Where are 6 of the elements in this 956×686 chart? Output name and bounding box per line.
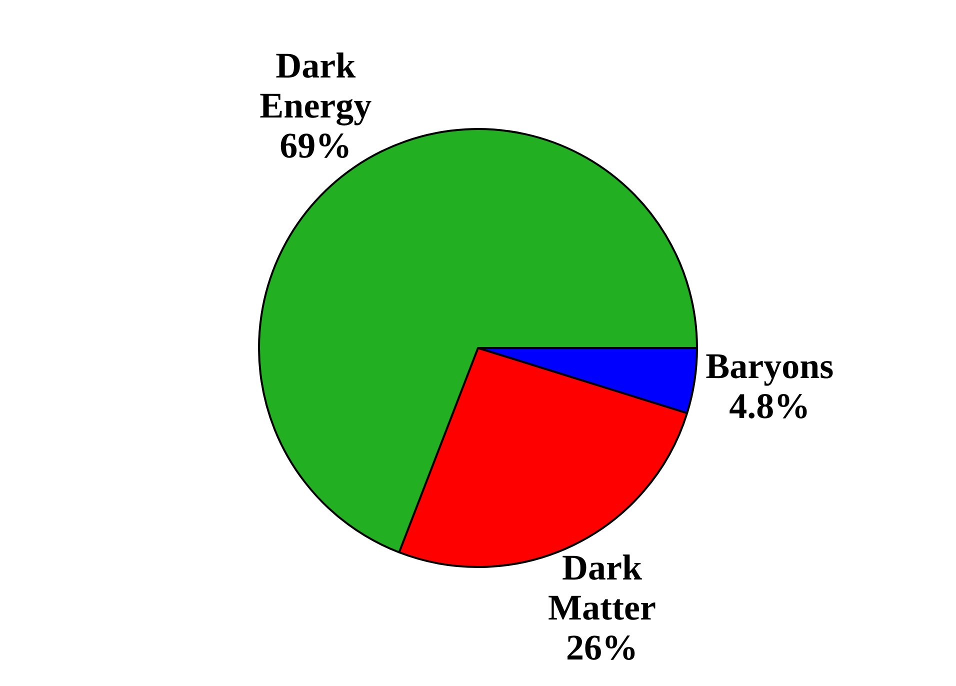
slice-label: Dark Energy [260, 45, 372, 126]
data-label: 4.8% [729, 386, 810, 426]
slice-label: Baryons [706, 346, 834, 386]
slice-label: Dark Matter [548, 547, 656, 628]
data-label: 26% [566, 627, 638, 668]
data-label: 69% [280, 125, 352, 166]
